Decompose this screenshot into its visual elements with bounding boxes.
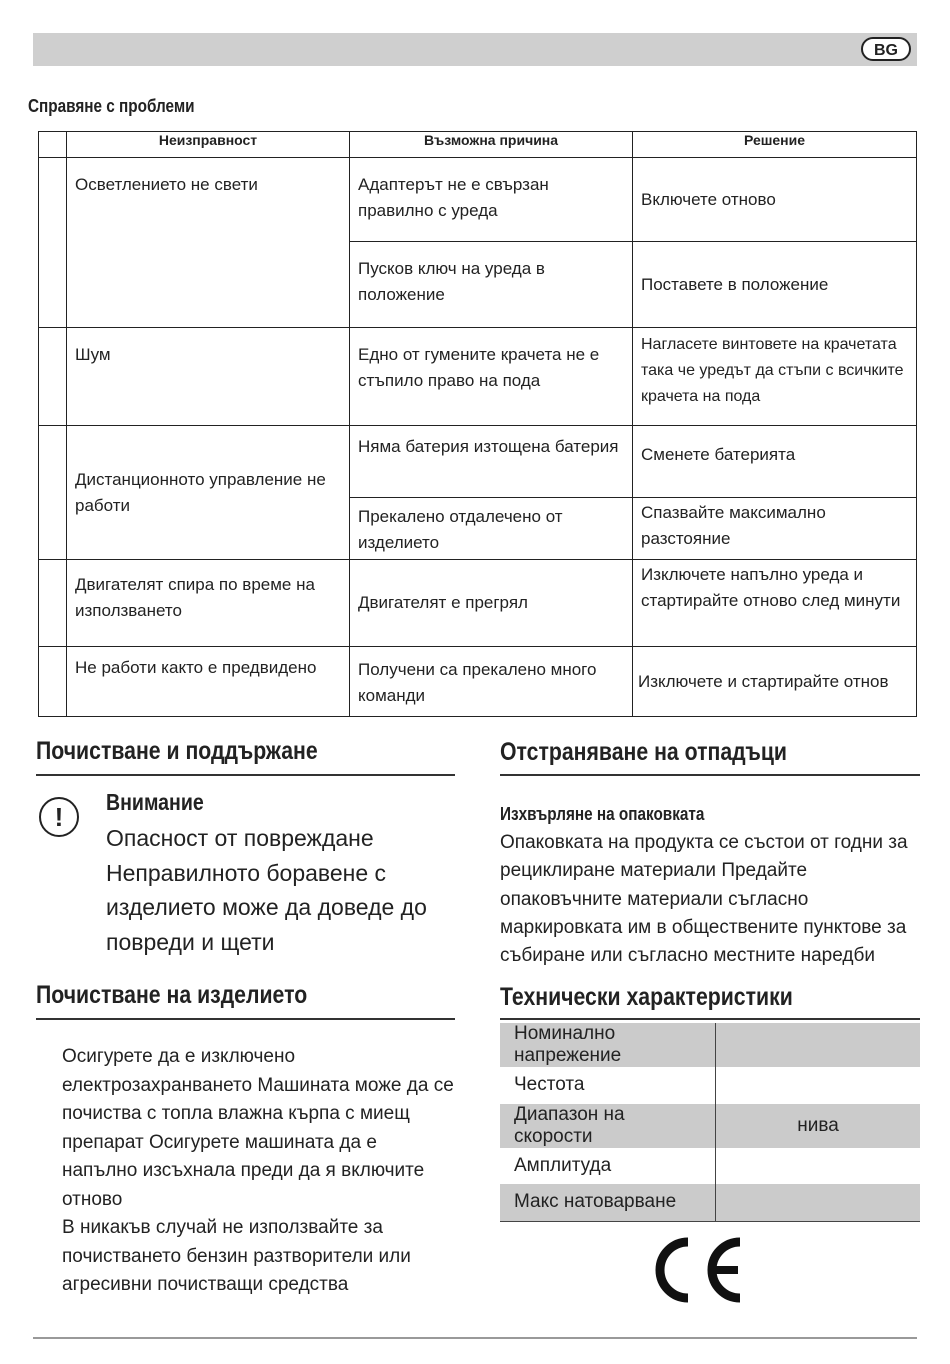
column-header: Възможна причина xyxy=(349,131,633,158)
solution-cell: Изключете и стартирайте отнов xyxy=(638,671,889,691)
solution-cell: Сменете батерията xyxy=(641,445,796,464)
disposal-text: Опаковката на продукта се състои от годн… xyxy=(500,832,908,967)
cause-cell: Двигателят е прегрял xyxy=(358,593,528,612)
column-header: Решение xyxy=(632,131,917,158)
problem-cell: Двигателят спира по време на използванет… xyxy=(75,575,315,620)
specs-table: Номинално напрежение Честота Диапазон на… xyxy=(500,1023,920,1222)
cause-cell: Няма батерия изтощена батерия xyxy=(358,437,619,456)
problem-cell: Шум xyxy=(75,345,111,364)
disposal-title: Отстраняване на отпадъци xyxy=(500,738,787,766)
header-bar: BG xyxy=(33,33,917,66)
table-row: Дистанционното управление не работи Няма… xyxy=(38,425,917,560)
warning-title: Внимание xyxy=(106,789,204,815)
table-row: Двигателят спира по време на използванет… xyxy=(38,559,917,647)
problem-cell: Осветлението не свети xyxy=(75,175,258,194)
solution-cell: Нагласете винтовете на крачетата така че… xyxy=(641,336,904,405)
cause-cell: Едно от гумените крачета не е стъпило пр… xyxy=(358,345,600,390)
table-row: Прекалено отдалечено от изделието Спазва… xyxy=(39,497,917,560)
spec-row: Макс натоварване xyxy=(500,1184,920,1222)
spec-row: Амплитуда xyxy=(500,1147,920,1185)
cause-cell: Прекалено отдалечено от изделието xyxy=(358,507,563,552)
specs-title: Технически характеристики xyxy=(500,983,793,1011)
table-header: Неизправност Възможна причина Решение xyxy=(38,131,917,158)
column-header: Неизправност xyxy=(66,131,350,158)
language-badge: BG xyxy=(861,37,911,61)
table-row: Осветлението не свети Адаптерът не е свъ… xyxy=(38,157,917,328)
ce-mark-logo xyxy=(655,1237,741,1303)
footer-divider xyxy=(33,1337,917,1339)
table-row: Не работи както е предвидено Получени са… xyxy=(38,646,917,717)
warning-icon: ! xyxy=(39,797,79,837)
cleaning-title: Почистване на изделието xyxy=(36,981,308,1009)
solution-cell: Изключете напълно уреда и стартирайте от… xyxy=(641,565,901,610)
cleaning-text: Осигурете да е изключено електрозахранва… xyxy=(62,1046,454,1295)
solution-cell: Поставете в положение xyxy=(641,274,829,294)
maintenance-title: Почистване и поддържане xyxy=(36,737,318,765)
problem-cell: Дистанционното управление не работи xyxy=(75,469,326,515)
divider xyxy=(36,774,455,776)
divider xyxy=(500,774,920,776)
table-row: Шум Едно от гумените крачета не е стъпил… xyxy=(38,327,917,426)
divider xyxy=(36,1018,455,1020)
warning-text: Опасност от повреждане Неправилното бора… xyxy=(106,825,427,955)
solution-cell: Спазвайте максимално разстояние xyxy=(641,503,826,548)
solution-cell: Включете отново xyxy=(641,189,776,209)
spec-row: Номинално напрежение xyxy=(500,1023,920,1067)
disposal-subtitle: Изхвърляне на опаковката xyxy=(500,804,705,824)
troubleshooting-table: Неизправност Възможна причина Решение Ос… xyxy=(38,131,917,717)
spec-row: Диапазон на скорости нива xyxy=(500,1103,920,1148)
cause-cell: Пусков ключ на уреда в положение xyxy=(358,259,545,304)
cause-cell: Адаптерът не е свързан правилно с уреда xyxy=(358,175,549,220)
table-row: Пусков ключ на уреда в положение Поставе… xyxy=(39,241,917,328)
troubleshooting-title: Справяне с проблеми xyxy=(28,96,195,116)
divider xyxy=(500,1018,920,1020)
problem-cell: Не работи както е предвидено xyxy=(75,658,317,677)
cause-cell: Получени са прекалено много команди xyxy=(358,660,597,705)
spec-row: Честота xyxy=(500,1067,920,1104)
